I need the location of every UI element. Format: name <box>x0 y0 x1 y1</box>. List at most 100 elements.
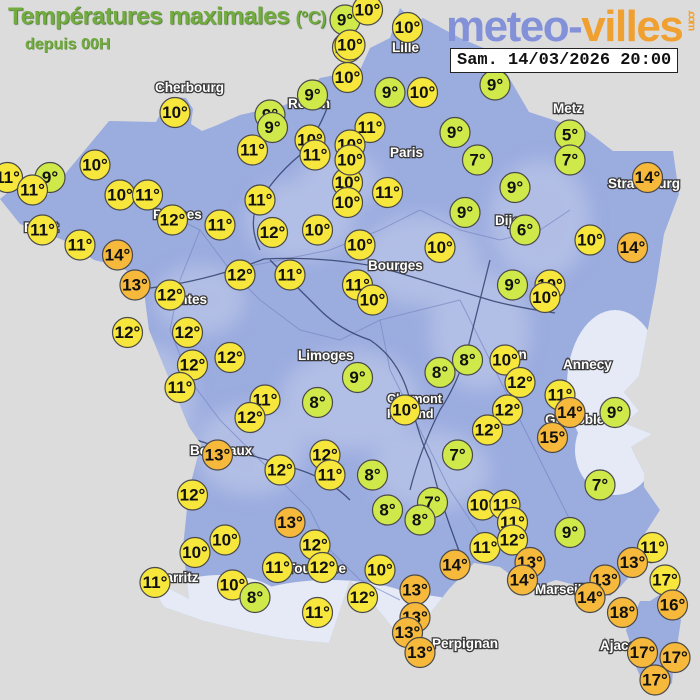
svg-text:10°: 10° <box>577 231 603 250</box>
svg-text:11°: 11° <box>278 266 303 285</box>
svg-text:11°: 11° <box>0 168 20 187</box>
svg-text:13°: 13° <box>122 276 148 295</box>
svg-text:12°: 12° <box>350 588 376 607</box>
svg-text:18°: 18° <box>610 603 636 622</box>
svg-text:13°: 13° <box>402 581 428 600</box>
svg-text:9°: 9° <box>487 76 503 95</box>
svg-text:11°: 11° <box>375 183 400 202</box>
svg-text:11°: 11° <box>208 216 233 235</box>
svg-text:9°: 9° <box>562 523 578 542</box>
svg-text:14°: 14° <box>510 571 536 590</box>
svg-text:8°: 8° <box>459 351 475 370</box>
svg-text:9°: 9° <box>349 368 365 387</box>
svg-text:10°: 10° <box>392 401 418 420</box>
svg-text:11°: 11° <box>168 378 193 397</box>
svg-text:17°: 17° <box>662 648 688 667</box>
svg-text:11°: 11° <box>68 236 93 255</box>
svg-text:13°: 13° <box>205 446 231 465</box>
svg-text:10°: 10° <box>337 151 363 170</box>
svg-text:Paris: Paris <box>390 145 423 160</box>
svg-text:10°: 10° <box>212 531 238 550</box>
svg-text:13°: 13° <box>407 643 433 662</box>
svg-text:10°: 10° <box>355 1 381 20</box>
svg-text:10°: 10° <box>410 83 436 102</box>
svg-text:12°: 12° <box>180 486 206 505</box>
svg-text:9°: 9° <box>457 203 473 222</box>
svg-text:15°: 15° <box>540 428 566 447</box>
svg-text:8°: 8° <box>432 363 448 382</box>
svg-text:12°: 12° <box>237 408 263 427</box>
svg-text:10°: 10° <box>335 68 361 87</box>
svg-text:10°: 10° <box>335 193 361 212</box>
svg-text:9°: 9° <box>382 83 398 102</box>
svg-text:11°: 11° <box>20 181 45 200</box>
svg-text:12°: 12° <box>507 373 533 392</box>
svg-text:9°: 9° <box>607 403 623 422</box>
svg-text:14°: 14° <box>620 238 646 257</box>
svg-text:14°: 14° <box>557 403 583 422</box>
svg-text:9°: 9° <box>507 178 523 197</box>
svg-text:9°: 9° <box>447 123 463 142</box>
svg-text:8°: 8° <box>412 511 428 530</box>
svg-text:Annecy: Annecy <box>563 357 612 372</box>
svg-text:10°: 10° <box>107 186 133 205</box>
svg-text:10°: 10° <box>492 351 518 370</box>
svg-text:12°: 12° <box>310 558 336 577</box>
svg-text:12°: 12° <box>217 348 243 367</box>
svg-text:17°: 17° <box>652 571 678 590</box>
svg-text:10°: 10° <box>337 36 363 55</box>
svg-text:Limoges: Limoges <box>298 348 354 363</box>
svg-text:12°: 12° <box>160 211 186 230</box>
svg-text:Bourges: Bourges <box>368 258 423 273</box>
svg-text:11°: 11° <box>30 221 55 240</box>
svg-text:12°: 12° <box>302 536 328 555</box>
svg-text:13°: 13° <box>277 513 303 532</box>
svg-text:14°: 14° <box>442 556 468 575</box>
svg-text:11°: 11° <box>248 191 273 210</box>
svg-text:17°: 17° <box>630 643 656 662</box>
svg-text:17°: 17° <box>642 671 668 690</box>
svg-text:12°: 12° <box>475 421 501 440</box>
svg-text:13°: 13° <box>620 553 646 572</box>
svg-text:10°: 10° <box>305 221 331 240</box>
svg-text:11°: 11° <box>303 146 328 165</box>
svg-text:12°: 12° <box>115 323 141 342</box>
svg-text:11°: 11° <box>135 186 160 205</box>
svg-text:11°: 11° <box>358 118 383 137</box>
svg-text:10°: 10° <box>532 288 558 307</box>
svg-text:10°: 10° <box>395 18 421 37</box>
svg-text:9°: 9° <box>504 276 520 295</box>
svg-text:12°: 12° <box>227 266 253 285</box>
svg-text:11°: 11° <box>318 466 343 485</box>
svg-text:8°: 8° <box>309 393 325 412</box>
svg-text:12°: 12° <box>495 401 521 420</box>
svg-text:14°: 14° <box>105 246 131 265</box>
svg-text:14°: 14° <box>635 168 661 187</box>
svg-text:Metz: Metz <box>553 101 583 116</box>
svg-text:Cherbourg: Cherbourg <box>155 80 224 95</box>
svg-text:12°: 12° <box>267 461 293 480</box>
svg-text:8°: 8° <box>379 501 395 520</box>
svg-text:10°: 10° <box>182 543 208 562</box>
svg-text:11°: 11° <box>143 573 168 592</box>
svg-text:11°: 11° <box>265 558 290 577</box>
svg-text:5°: 5° <box>562 126 578 145</box>
svg-text:12°: 12° <box>500 531 526 550</box>
svg-text:10°: 10° <box>347 236 373 255</box>
svg-text:9°: 9° <box>337 11 353 30</box>
svg-text:9°: 9° <box>304 86 320 105</box>
svg-text:11°: 11° <box>305 603 330 622</box>
svg-text:16°: 16° <box>660 596 686 615</box>
svg-text:10°: 10° <box>427 238 453 257</box>
svg-text:12°: 12° <box>180 356 206 375</box>
svg-text:12°: 12° <box>157 286 183 305</box>
svg-text:9°: 9° <box>264 118 280 137</box>
svg-text:11°: 11° <box>473 538 498 557</box>
svg-text:10°: 10° <box>82 156 108 175</box>
svg-text:7°: 7° <box>469 151 485 170</box>
svg-text:8°: 8° <box>247 588 263 607</box>
svg-text:7°: 7° <box>449 446 465 465</box>
svg-text:6°: 6° <box>517 221 533 240</box>
svg-text:12°: 12° <box>175 323 201 342</box>
svg-text:14°: 14° <box>577 588 603 607</box>
